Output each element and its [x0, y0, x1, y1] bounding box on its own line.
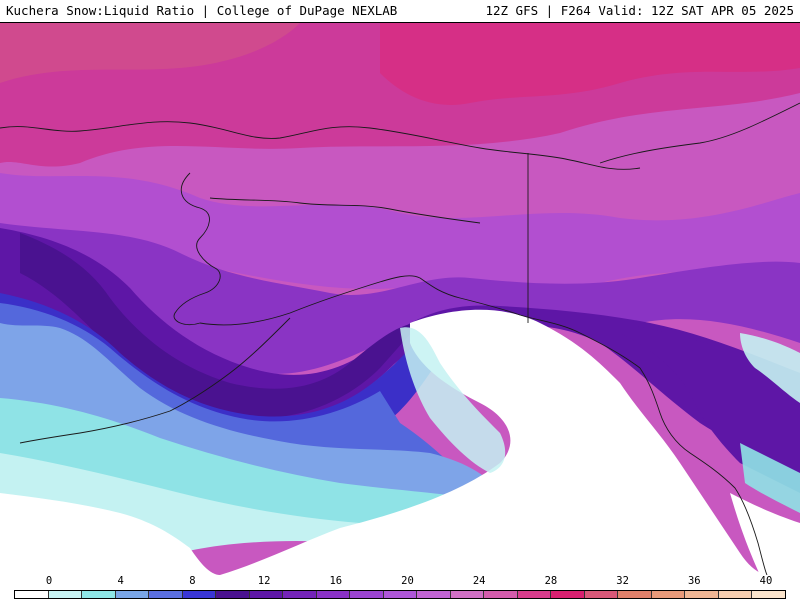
- legend-tick-label: 20: [401, 575, 414, 587]
- legend-tick-label: 28: [544, 575, 558, 587]
- legend-tick-label: 32: [616, 575, 629, 587]
- legend-swatch: [450, 591, 485, 598]
- product-title: Kuchera Snow:Liquid Ratio | College of D…: [6, 3, 398, 18]
- coastlines: [0, 102, 800, 575]
- color-scale-legend: 0 4 8 12 16 20 24 28 32 36 40: [0, 575, 800, 600]
- legend-swatch: [149, 591, 183, 598]
- washington-cyan: [740, 443, 800, 513]
- legend-swatch: [651, 591, 686, 598]
- legend-tick-labels: 0 4 8 12 16 20 24 28 32 36 40: [0, 575, 800, 588]
- map-canvas: [0, 23, 800, 575]
- legend-tick-label: 40: [759, 575, 773, 587]
- legend-tick-label: 0: [45, 575, 53, 587]
- bc-coast-cyan: [740, 333, 800, 403]
- band-indigo-dark: [20, 233, 420, 419]
- snow-liquid-ratio-map: [0, 23, 800, 575]
- legend-swatch: [383, 591, 418, 598]
- legend-swatch: [551, 591, 585, 598]
- legend-color-bar: [14, 590, 786, 599]
- band-rose-northeast: [380, 23, 800, 105]
- legend-swatch: [685, 591, 719, 598]
- arctic-islands: [599, 102, 800, 164]
- legend-tick-label: 36: [687, 575, 701, 587]
- legend-swatch: [249, 591, 284, 598]
- gulf-white: [220, 309, 770, 575]
- legend-swatch: [618, 591, 652, 598]
- legend-tick-label: 16: [329, 575, 343, 587]
- legend-tick-label: 12: [257, 575, 271, 587]
- se-alaska-coast: [639, 367, 768, 575]
- legend-swatch: [584, 591, 619, 598]
- legend-swatch: [15, 591, 49, 598]
- legend-tick-label: 24: [472, 575, 486, 587]
- band-violet-mid: [0, 173, 800, 290]
- legend-swatch: [316, 591, 351, 598]
- ocean-white: [0, 493, 220, 575]
- band-cyan: [0, 398, 534, 534]
- legend-swatch: [115, 591, 150, 598]
- legend-swatch: [182, 591, 217, 598]
- model-valid-time: 12Z GFS | F264 Valid: 12Z SAT APR 05 202…: [485, 3, 794, 18]
- legend-swatch: [484, 591, 518, 598]
- alaska-peninsula: [199, 275, 641, 369]
- legend-swatch: [216, 591, 250, 598]
- title-bar: Kuchera Snow:Liquid Ratio | College of D…: [0, 0, 800, 23]
- band-magenta-northwest: [0, 23, 300, 83]
- legend-swatch: [517, 591, 552, 598]
- band-purple: [0, 223, 800, 374]
- legend-swatch: [718, 591, 753, 598]
- cyan-fringe-gulf: [400, 327, 506, 473]
- band-blue: [0, 303, 470, 485]
- legend-tick-label: 8: [189, 575, 196, 587]
- legend-swatch: [48, 591, 83, 598]
- legend-swatch: [82, 591, 116, 598]
- alaska-inner-border: [209, 197, 481, 224]
- legend-swatch: [283, 591, 317, 598]
- band-indigo: [0, 293, 440, 449]
- legend-swatch: [752, 591, 785, 598]
- legend-swatch: [417, 591, 451, 598]
- legend-swatch: [350, 591, 384, 598]
- legend-tick-label: 4: [117, 575, 124, 587]
- arctic-coast: [0, 121, 641, 170]
- aleutian-chain: [19, 317, 291, 444]
- alaska-west-coast: [173, 172, 221, 326]
